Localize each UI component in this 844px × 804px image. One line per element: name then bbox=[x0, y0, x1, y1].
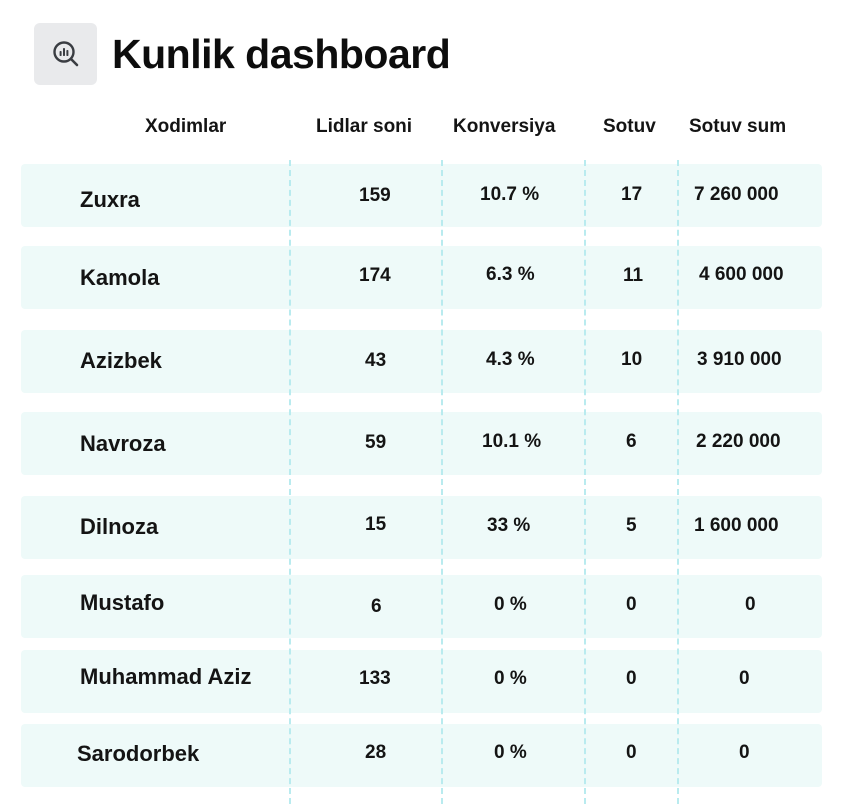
dashboard-header: Kunlik dashboard bbox=[34, 23, 451, 85]
column-divider bbox=[289, 160, 291, 804]
conversion-value: 10.1 % bbox=[482, 431, 542, 452]
sales-sum-value: 0 bbox=[739, 742, 750, 763]
column-divider bbox=[441, 160, 443, 804]
sales-count: 5 bbox=[626, 515, 637, 536]
table-row bbox=[21, 412, 822, 475]
leads-count: 174 bbox=[359, 265, 391, 286]
sales-count: 0 bbox=[626, 594, 637, 615]
conversion-value: 10.7 % bbox=[480, 184, 540, 205]
sales-count: 11 bbox=[623, 265, 644, 286]
column-divider bbox=[584, 160, 586, 804]
leads-count: 159 bbox=[359, 185, 391, 206]
leads-count: 6 bbox=[371, 596, 382, 617]
leads-count: 43 bbox=[365, 350, 387, 371]
sales-count: 0 bbox=[626, 668, 637, 689]
sales-sum-value: 1 600 000 bbox=[694, 515, 779, 536]
leads-count: 15 bbox=[365, 514, 387, 535]
sales-count: 6 bbox=[626, 431, 637, 452]
conversion-value: 0 % bbox=[494, 742, 527, 763]
sales-sum-value: 4 600 000 bbox=[699, 264, 784, 285]
employee-name: Muhammad Aziz bbox=[80, 664, 252, 689]
column-header-conversion: Konversiya bbox=[453, 116, 556, 137]
table-row bbox=[21, 496, 822, 559]
sales-sum-value: 0 bbox=[745, 594, 756, 615]
conversion-value: 6.3 % bbox=[486, 264, 535, 285]
table-row bbox=[21, 575, 822, 638]
conversion-value: 4.3 % bbox=[486, 349, 535, 370]
leads-count: 133 bbox=[359, 668, 391, 689]
chart-search-icon bbox=[52, 41, 78, 67]
sales-count: 0 bbox=[626, 742, 637, 763]
employee-name: Zuxra bbox=[80, 187, 140, 212]
table-row bbox=[21, 724, 822, 787]
employee-name: Dilnoza bbox=[80, 514, 159, 539]
sales-count: 10 bbox=[621, 349, 643, 370]
table-row bbox=[21, 650, 822, 713]
page-title: Kunlik dashboard bbox=[112, 30, 451, 77]
conversion-value: 0 % bbox=[494, 594, 527, 615]
sales-sum-value: 0 bbox=[739, 668, 750, 689]
sales-sum-value: 3 910 000 bbox=[697, 349, 782, 370]
employee-name: Kamola bbox=[80, 265, 160, 290]
sales-count: 17 bbox=[621, 184, 643, 205]
column-header-sales: Sotuv bbox=[603, 116, 656, 137]
employee-name: Sarodorbek bbox=[77, 741, 200, 766]
column-header-leads: Lidlar soni bbox=[316, 116, 413, 137]
sales-sum-value: 2 220 000 bbox=[696, 431, 781, 452]
logo-box bbox=[34, 23, 97, 85]
employee-name: Navroza bbox=[80, 431, 166, 456]
table-row bbox=[21, 164, 822, 227]
leads-count: 28 bbox=[365, 742, 387, 763]
sales-sum-value: 7 260 000 bbox=[694, 184, 779, 205]
conversion-value: 0 % bbox=[494, 668, 527, 689]
column-header-employees: Xodimlar bbox=[145, 116, 227, 137]
column-divider bbox=[677, 160, 679, 804]
employee-name: Mustafo bbox=[80, 590, 165, 615]
conversion-value: 33 % bbox=[487, 515, 531, 536]
column-header-sales-sum: Sotuv sum bbox=[689, 116, 787, 137]
employee-name: Azizbek bbox=[80, 348, 162, 373]
leads-count: 59 bbox=[365, 432, 387, 453]
table-row bbox=[21, 330, 822, 393]
table-row bbox=[21, 246, 822, 309]
